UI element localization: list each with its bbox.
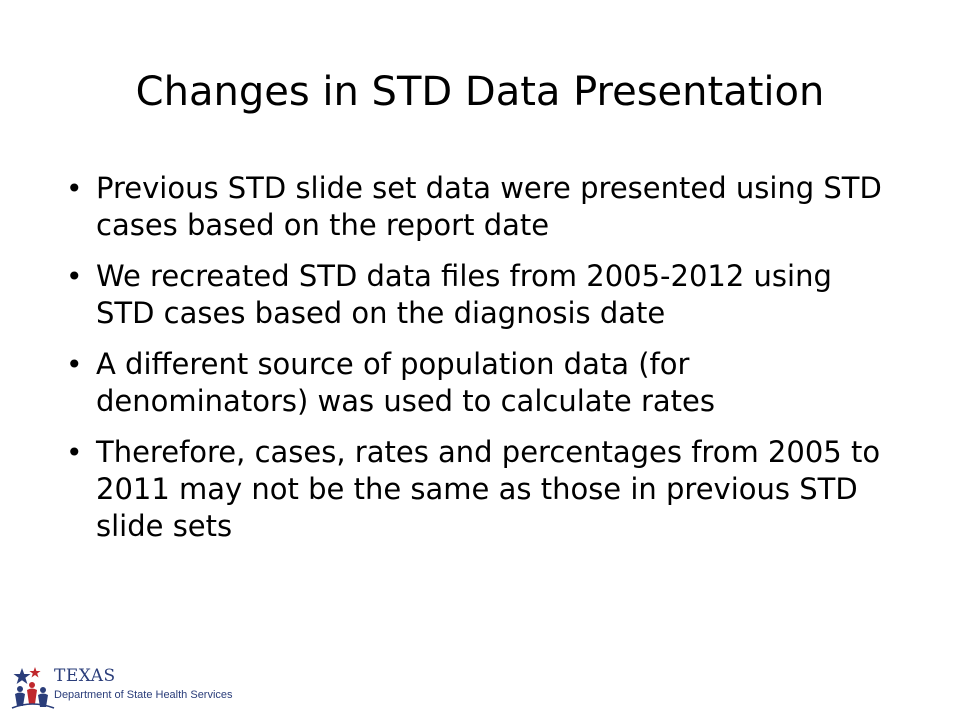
bullet-icon: • (66, 348, 83, 381)
bullet-icon: • (66, 172, 83, 205)
slide-title: Changes in STD Data Presentation (135, 69, 825, 115)
bullet-item: • Therefore, cases, rates and percentage… (66, 434, 896, 545)
bullet-icon: • (66, 260, 83, 293)
bullet-text: A different source of population data (f… (96, 347, 715, 418)
bullet-text: Therefore, cases, rates and percentages … (96, 435, 881, 543)
logo-texas-text: TEXAS (54, 666, 116, 686)
texas-dshs-logo-icon (11, 667, 55, 709)
bullet-list: • Previous STD slide set data were prese… (66, 170, 896, 559)
bullet-text: Previous STD slide set data were present… (96, 171, 882, 242)
logo-department-text: Department of State Health Services (54, 689, 233, 701)
bullet-icon: • (66, 436, 83, 469)
bullet-text: We recreated STD data files from 2005-20… (96, 259, 832, 330)
bullet-item: • Previous STD slide set data were prese… (66, 170, 896, 244)
bullet-item: • A different source of population data … (66, 346, 896, 420)
bullet-item: • We recreated STD data files from 2005-… (66, 258, 896, 332)
dshs-logo: TEXAS Department of State Health Service… (10, 664, 240, 710)
